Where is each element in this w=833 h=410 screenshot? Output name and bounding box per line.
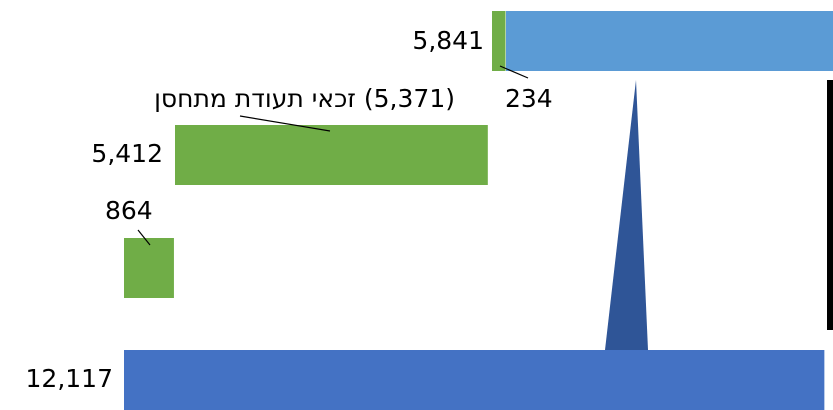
leader-line [137,229,151,246]
value-label: 5,841 [412,26,484,55]
bar [506,11,833,71]
value-label: 5,412 [91,139,163,168]
value-label: 234 [505,84,553,113]
bar [124,350,825,410]
leader-line [499,65,529,79]
value-label: 12,117 [26,364,113,393]
leader-line [239,115,331,132]
bar [492,11,506,71]
connector [605,80,648,350]
value-label: 864 [105,196,153,225]
edge-bar [827,80,833,330]
bar [124,238,174,298]
bar [175,125,488,185]
annotation: (5,371) זכאי תעודת מתחסן [154,84,455,113]
